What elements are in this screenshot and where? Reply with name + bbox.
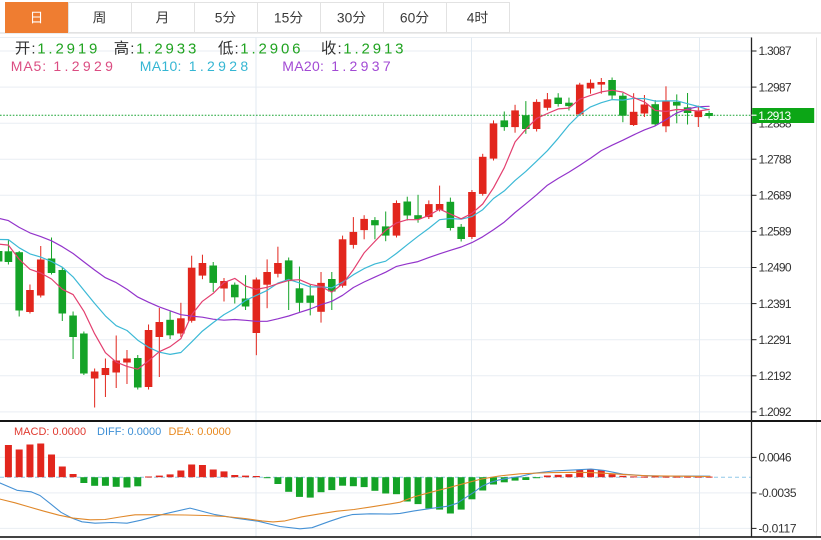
svg-text:1.2906: 1.2906 [240,41,300,58]
svg-text:MA5:: MA5: [11,58,46,74]
svg-text:-0.0117: -0.0117 [759,522,797,536]
svg-text:1.2928: 1.2928 [189,58,249,74]
svg-text:1.2913: 1.2913 [343,41,403,58]
svg-text:1.2929: 1.2929 [53,58,113,74]
svg-text:0.0046: 0.0046 [759,451,792,465]
svg-text:1.2192: 1.2192 [759,369,792,383]
svg-text:MA10:: MA10: [140,58,182,74]
svg-text:1.2933: 1.2933 [136,41,196,58]
svg-text:60: 60 [400,10,416,25]
svg-text:MACD: 0.0000: MACD: 0.0000 [14,426,86,438]
svg-text::: : [338,41,342,58]
svg-text:4: 4 [467,10,475,25]
svg-text::: : [31,41,35,58]
svg-text:1.2490: 1.2490 [759,261,792,275]
svg-text:15: 15 [274,10,290,25]
svg-text:30: 30 [337,10,353,25]
svg-text:-0.0035: -0.0035 [759,486,797,500]
svg-text:1.2919: 1.2919 [37,41,97,58]
svg-text:MA20:: MA20: [282,58,324,74]
svg-text:1.2913: 1.2913 [758,109,791,123]
svg-text::: : [235,41,239,58]
svg-text:5: 5 [215,10,223,25]
svg-text::: : [130,41,134,58]
svg-text:1.2937: 1.2937 [331,58,391,74]
svg-text:1.2391: 1.2391 [759,297,792,311]
svg-text:1.2291: 1.2291 [759,333,792,347]
svg-text:1.2788: 1.2788 [759,152,792,166]
svg-text:1.3087: 1.3087 [759,44,792,58]
svg-text:DEA: 0.0000: DEA: 0.0000 [169,426,231,438]
svg-text:DIFF: 0.0000: DIFF: 0.0000 [97,426,161,438]
svg-text:1.2092: 1.2092 [759,405,792,419]
svg-text:1.2689: 1.2689 [759,189,792,203]
svg-text:1.2987: 1.2987 [759,80,792,94]
svg-text:1.2589: 1.2589 [759,225,792,239]
